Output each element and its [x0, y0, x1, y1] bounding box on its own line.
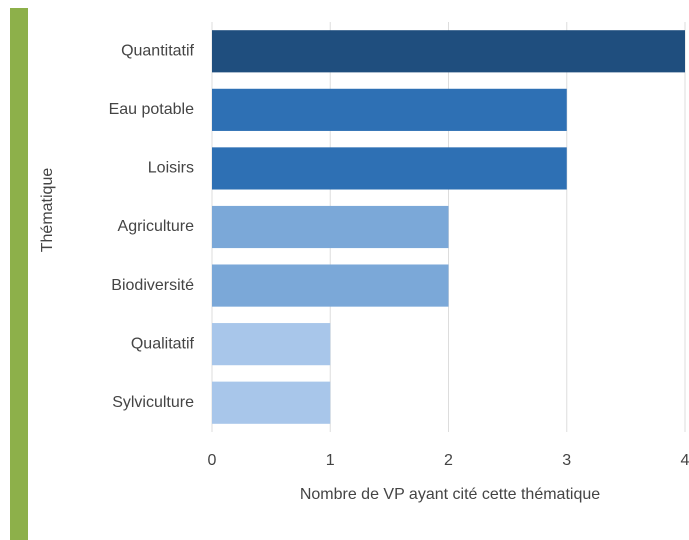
y-tick-label: Biodiversité [111, 277, 194, 294]
x-tick-label: 3 [562, 452, 571, 469]
bar [212, 323, 331, 366]
bar [212, 381, 331, 424]
bar [212, 88, 567, 131]
y-tick-label: Agriculture [118, 218, 195, 235]
y-axis-label: Thématique [39, 168, 56, 253]
y-tick-label: Quantitatif [121, 43, 194, 60]
side-stripe [10, 8, 28, 540]
y-tick-label: Sylviculture [112, 394, 194, 411]
bar [212, 30, 685, 73]
bar [212, 264, 449, 307]
bar [212, 205, 449, 249]
x-tick-label: 0 [208, 452, 217, 469]
y-tick-label: Qualitatif [131, 335, 195, 352]
bar [212, 147, 567, 190]
x-tick-label: 2 [444, 452, 453, 469]
x-tick-label: 4 [681, 452, 689, 469]
x-tick-label: 1 [326, 452, 335, 469]
x-axis-label: Nombre de VP ayant cité cette thématique [300, 486, 600, 503]
y-tick-label: Loisirs [148, 160, 194, 177]
y-tick-label: Eau potable [109, 101, 195, 118]
